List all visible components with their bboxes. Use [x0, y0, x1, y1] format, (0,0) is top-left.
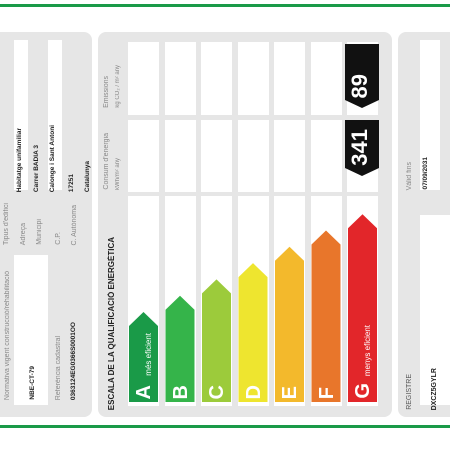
class-arrow [202, 279, 231, 402]
class-letter: G [352, 383, 374, 399]
class-arrow [129, 312, 158, 402]
top-rule [0, 4, 450, 7]
class-letter: A [133, 384, 155, 399]
cell [128, 42, 159, 115]
cell [420, 40, 440, 190]
value-badge [345, 44, 379, 108]
class-letter: E [279, 385, 301, 399]
class-letter: F [315, 386, 338, 399]
class-arrow [348, 214, 377, 402]
value-text: 89 [347, 73, 372, 98]
cell [310, 120, 342, 192]
cell [164, 42, 196, 115]
cell [164, 120, 196, 192]
cell [237, 42, 269, 115]
class-arrow [275, 246, 304, 402]
cell [420, 215, 450, 405]
class-note: menys eficient [363, 324, 372, 376]
cell [14, 255, 48, 405]
class-letter: C [206, 384, 228, 399]
cell [274, 120, 305, 192]
cell [274, 42, 305, 115]
cell [201, 42, 232, 115]
register-code: DXCZ5GYLR [431, 367, 438, 410]
cell [310, 42, 342, 115]
cell [128, 120, 159, 192]
class-letter: B [169, 384, 192, 399]
valid-label: Vàlid fins [406, 161, 413, 190]
valid-date: 07/09/2031 [422, 157, 429, 190]
class-note: més eficient [144, 333, 153, 376]
cell [14, 40, 28, 190]
value-badge [345, 120, 379, 176]
bottom-rule [0, 425, 450, 428]
cell [201, 120, 232, 192]
register-label: REGISTRE [406, 374, 413, 410]
cell [237, 120, 269, 192]
class-arrow [238, 263, 268, 402]
value-text: 341 [347, 129, 372, 166]
cell [48, 40, 62, 190]
class-arrow [311, 230, 341, 402]
class-arrow [165, 295, 195, 402]
class-letter: D [242, 384, 265, 399]
